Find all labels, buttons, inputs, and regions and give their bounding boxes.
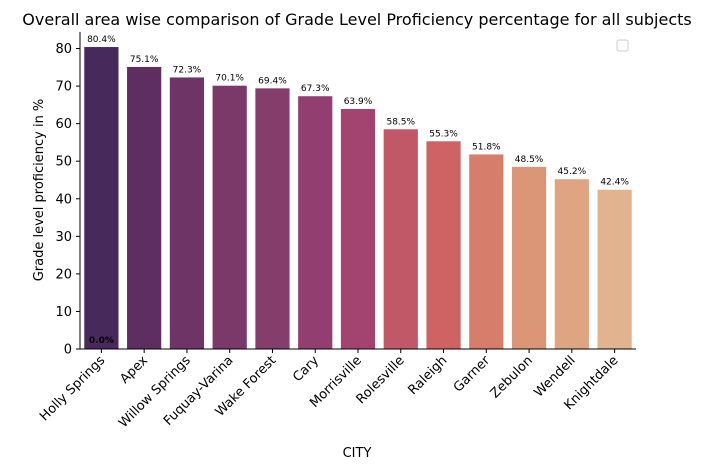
bar-value-label: 55.3%: [429, 129, 458, 139]
zero-annotation: 0.0%: [89, 336, 114, 346]
bar-6: [340, 108, 376, 349]
bar-11: [554, 179, 589, 349]
x-tick-label: Zebulon: [488, 353, 536, 401]
y-axis: 0 10 20 30 40 50 60 70 80: [55, 32, 81, 358]
chart-title: Overall area wise comparison of Grade Le…: [22, 10, 691, 29]
bar-1: [127, 66, 162, 350]
bar-2: [169, 77, 205, 349]
bar-value-label: 67.3%: [301, 84, 330, 94]
bar-5: [298, 96, 333, 349]
y-tick-label: 0: [64, 343, 72, 358]
bar-value-label: 58.5%: [386, 117, 415, 127]
bar-12: [597, 189, 632, 349]
y-tick-label: 80: [55, 42, 72, 57]
y-tick-label: 70: [55, 80, 72, 95]
x-tick-label: Cary: [290, 353, 322, 385]
x-tick-label: Raleigh: [406, 353, 451, 398]
bars-group: [84, 47, 632, 350]
bar-value-label: 45.2%: [558, 167, 587, 177]
bar-8: [426, 141, 461, 349]
bar-value-label: 63.9%: [344, 97, 373, 107]
legend-box: [616, 39, 629, 52]
y-tick-label: 40: [55, 192, 72, 207]
bar-value-label: 72.3%: [173, 65, 202, 75]
x-tick-label: Holly Springs: [37, 353, 108, 424]
x-tick-label: Apex: [117, 353, 151, 387]
bar-value-label: 42.4%: [600, 178, 629, 188]
bar-4: [255, 88, 290, 349]
y-tick-label: 50: [55, 155, 72, 170]
bar-value-label: 51.8%: [472, 142, 501, 152]
bar-10: [511, 166, 547, 349]
bar-value-label: 48.5%: [515, 155, 544, 165]
bar-0: [84, 47, 119, 350]
bar-labels-group: 80.4% 75.1% 72.3% 70.1% 69.4% 67.3% 63.9% 58.5%…: [87, 35, 629, 346]
y-axis-title: Grade level proficiency in %: [32, 99, 47, 282]
bar-3: [212, 85, 247, 349]
y-tick-label: 10: [55, 305, 72, 320]
bar-value-label: 75.1%: [130, 55, 159, 65]
bar-7: [383, 129, 418, 349]
bar-value-label: 69.4%: [258, 76, 287, 86]
x-axis-title: CITY: [343, 446, 372, 461]
y-tick-label: 20: [55, 267, 72, 282]
y-tick-label: 30: [55, 230, 72, 245]
bar-9: [469, 154, 504, 349]
x-tick-label: Garner: [451, 353, 494, 396]
y-tick-label: 60: [55, 117, 72, 132]
bar-value-label: 70.1%: [215, 74, 244, 84]
bar-value-label: 80.4%: [87, 35, 116, 45]
